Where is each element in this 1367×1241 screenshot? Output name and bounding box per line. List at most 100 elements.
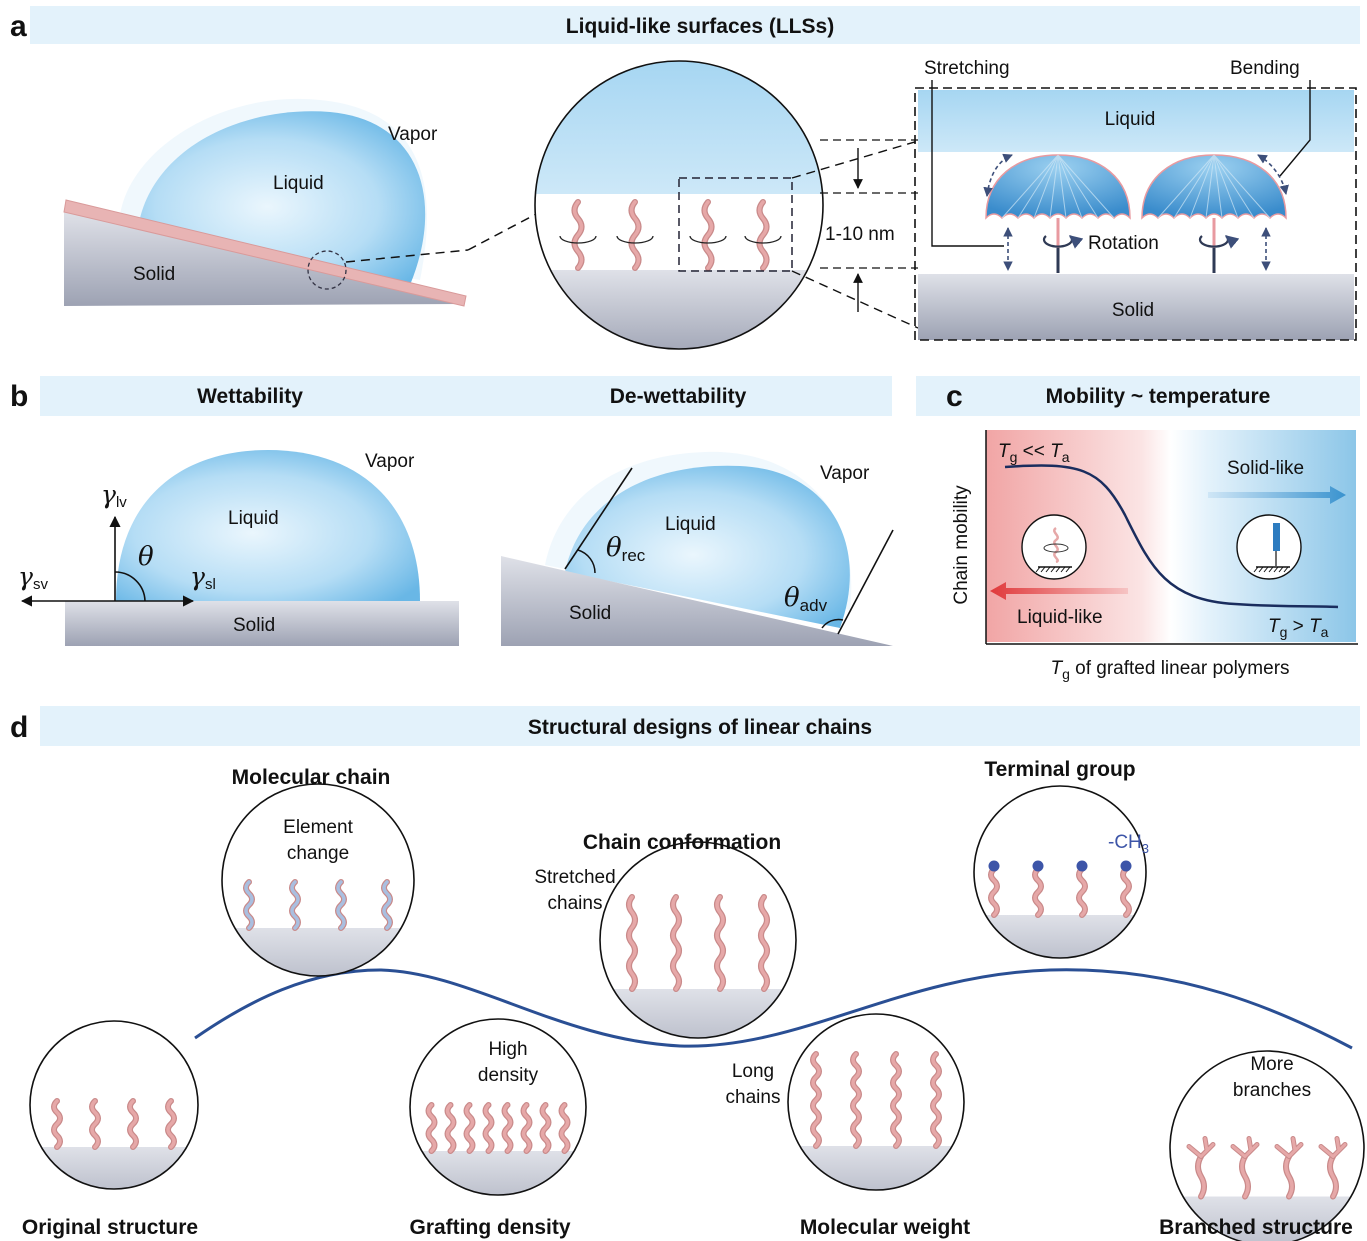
flexible-chain-icon xyxy=(1021,514,1087,580)
wet-droplet xyxy=(116,450,420,601)
coating-layer xyxy=(63,199,467,307)
methyl-bead xyxy=(988,860,1000,872)
panel-b-header-band xyxy=(40,376,892,416)
long-label: Long xyxy=(732,1061,774,1082)
mobility-xlabel: Tg of grafted linear polymers xyxy=(1050,658,1289,682)
droplet-liquid-label: Liquid xyxy=(273,173,324,194)
liquid-like-arrow xyxy=(990,582,1128,600)
zoom-indicator-circle xyxy=(307,250,347,290)
high-label: High xyxy=(488,1039,527,1060)
methyl-bead xyxy=(1120,860,1132,872)
tg-greater-ta: Tg > Ta xyxy=(1268,616,1329,640)
svg-text:γlv: γlv xyxy=(101,480,127,511)
theta-adv-symbol: θ xyxy=(784,583,800,613)
mobility-curve xyxy=(1004,464,1339,609)
umbrella-left xyxy=(985,154,1131,273)
element-label: Element xyxy=(283,817,353,838)
change-label: change xyxy=(287,843,349,864)
wet-liquid-label: Liquid xyxy=(228,508,279,529)
umbrella-solid-label: Solid xyxy=(1112,300,1154,321)
svg-text:γsl: γsl xyxy=(190,562,216,593)
chains-label: chains xyxy=(548,893,603,914)
panel-d-header: Structural designs of linear chains xyxy=(528,716,872,739)
grafting-density-title: Grafting density xyxy=(409,1216,570,1239)
density-label: density xyxy=(478,1065,539,1086)
molecular-weight-circle xyxy=(787,1013,965,1191)
wet-solid-label: Solid xyxy=(233,615,275,636)
panel-a: a Liquid-like surfaces (LLSs) Vapor Liqu… xyxy=(10,6,1360,350)
dewettability-diagram: θrec θadv Vapor Liquid Solid xyxy=(501,451,894,646)
panel-d: d Structural designs of linear chains Mo… xyxy=(10,706,1365,1241)
svg-text:θrec: θrec xyxy=(606,533,646,565)
gamma-sl-sub: sl xyxy=(205,576,216,593)
dewet-solid xyxy=(501,556,893,646)
tg-much-less-ta: Tg << Ta xyxy=(998,441,1070,465)
dewet-liquid-label: Liquid xyxy=(665,514,716,535)
dewet-vapor-label: Vapor xyxy=(820,463,870,484)
gamma-sl-symbol: γ xyxy=(190,562,205,591)
terminal-group-circle xyxy=(973,785,1147,959)
liquid-like-label: Liquid-like xyxy=(1017,607,1103,628)
gamma-sv-symbol: γ xyxy=(18,562,33,591)
rigid-chain-icon xyxy=(1236,514,1302,580)
branches-label: branches xyxy=(1233,1080,1311,1101)
umbrella-box: Liquid Solid xyxy=(914,87,1357,341)
panel-b: b Wettability De-wettability γlv γsv γsl… xyxy=(10,376,894,646)
methyl-label: -CH3 xyxy=(1108,832,1149,856)
bending-label: Bending xyxy=(1230,58,1300,79)
droplet-solid-label: Solid xyxy=(133,264,175,285)
droplet-vapor-label: Vapor xyxy=(388,124,438,145)
molecular-weight-title: Molecular weight xyxy=(800,1216,970,1239)
chain-conformation-title: Chain conformation xyxy=(583,831,781,854)
rotation-label: Rotation xyxy=(1088,233,1159,254)
solid-like-arrow xyxy=(1208,486,1346,504)
thickness-label: 1-10 nm xyxy=(825,224,895,245)
stretching-label: Stretching xyxy=(924,58,1010,79)
panel-a-letter: a xyxy=(10,10,27,43)
wet-vapor-label: Vapor xyxy=(365,451,415,472)
theta-rec-symbol: θ xyxy=(606,533,622,563)
branched-structure-title: Branched structure xyxy=(1159,1216,1353,1239)
zoom-circle xyxy=(534,60,824,350)
methyl-bead xyxy=(1032,860,1044,872)
gamma-sv-sub: sv xyxy=(33,576,49,593)
umbrella-liquid-label: Liquid xyxy=(1105,109,1156,130)
dewet-solid-label: Solid xyxy=(569,603,611,624)
zoom-inset-box xyxy=(678,177,793,272)
panel-c: c Mobility ~ temperature Chain mobility … xyxy=(916,376,1360,682)
panel-a-header-band xyxy=(30,6,1360,44)
wettability-diagram: γlv γsv γsl θ Vapor Liquid Solid xyxy=(18,450,459,646)
gamma-lv-sub: lv xyxy=(116,494,127,511)
panel-d-letter: d xyxy=(10,711,28,744)
long-chains-label: chains xyxy=(726,1087,781,1108)
wet-solid xyxy=(65,601,459,646)
chain-conformation-circle xyxy=(599,841,797,1039)
mobility-ylabel: Chain mobility xyxy=(951,485,972,605)
wettability-header: Wettability xyxy=(197,385,303,408)
stretched-label: Stretched xyxy=(534,867,615,888)
panel-c-letter: c xyxy=(946,380,963,413)
methyl-bead xyxy=(1076,860,1088,872)
panel-d-header-band xyxy=(40,706,1360,746)
panel-b-letter: b xyxy=(10,380,28,413)
panel-c-header-band xyxy=(916,376,1360,416)
molecular-chain-title: Molecular chain xyxy=(232,766,391,789)
panel-c-header: Mobility ~ temperature xyxy=(1046,385,1271,408)
dewet-droplet xyxy=(565,465,850,628)
inclined-droplet: Vapor Liquid Solid xyxy=(63,98,467,307)
original-structure-circle xyxy=(29,1020,199,1190)
original-structure-title: Original structure xyxy=(22,1216,198,1239)
theta-symbol: θ xyxy=(138,542,154,572)
dewettability-header: De-wettability xyxy=(610,385,747,408)
gamma-lv-symbol: γ xyxy=(101,480,116,509)
svg-text:γsv: γsv xyxy=(18,562,48,593)
svg-text:θadv: θadv xyxy=(784,583,828,615)
theta-rec-sub: rec xyxy=(622,546,646,565)
terminal-group-title: Terminal group xyxy=(984,758,1135,781)
panel-a-header: Liquid-like surfaces (LLSs) xyxy=(566,15,834,38)
solid-like-label: Solid-like xyxy=(1227,458,1304,479)
theta-adv-sub: adv xyxy=(800,596,828,615)
branched-structure-circle xyxy=(1169,1050,1365,1241)
more-label: More xyxy=(1250,1054,1293,1075)
